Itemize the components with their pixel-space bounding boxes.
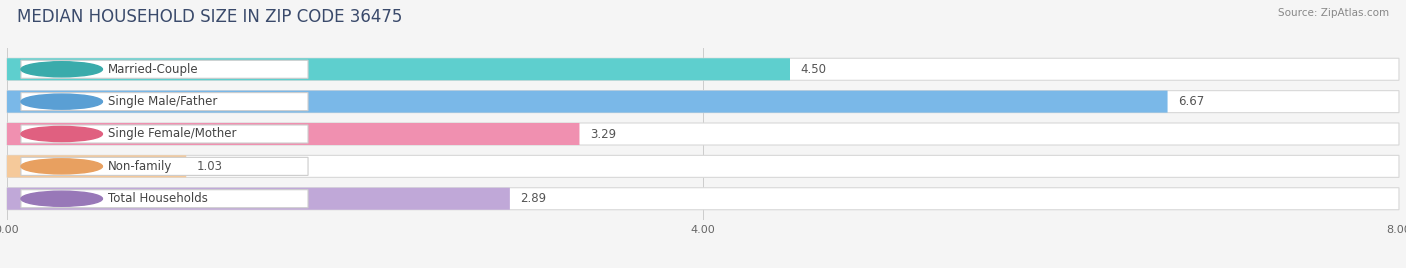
Text: Non-family: Non-family — [108, 160, 173, 173]
Text: 6.67: 6.67 — [1178, 95, 1205, 108]
FancyBboxPatch shape — [7, 188, 510, 210]
Text: 2.89: 2.89 — [520, 192, 547, 205]
Circle shape — [21, 159, 103, 174]
Circle shape — [21, 62, 103, 77]
FancyBboxPatch shape — [21, 93, 308, 111]
Circle shape — [21, 94, 103, 109]
FancyBboxPatch shape — [7, 123, 1399, 145]
FancyBboxPatch shape — [7, 155, 1399, 177]
Circle shape — [21, 126, 103, 142]
Text: 3.29: 3.29 — [591, 128, 616, 140]
Circle shape — [21, 191, 103, 206]
Text: Single Male/Father: Single Male/Father — [108, 95, 218, 108]
FancyBboxPatch shape — [7, 155, 186, 177]
Text: 4.50: 4.50 — [800, 63, 827, 76]
FancyBboxPatch shape — [7, 188, 1399, 210]
FancyBboxPatch shape — [7, 123, 579, 145]
FancyBboxPatch shape — [21, 125, 308, 143]
FancyBboxPatch shape — [7, 58, 1399, 80]
Text: MEDIAN HOUSEHOLD SIZE IN ZIP CODE 36475: MEDIAN HOUSEHOLD SIZE IN ZIP CODE 36475 — [17, 8, 402, 26]
FancyBboxPatch shape — [7, 58, 790, 80]
Text: Married-Couple: Married-Couple — [108, 63, 198, 76]
FancyBboxPatch shape — [21, 157, 308, 175]
Text: Total Households: Total Households — [108, 192, 208, 205]
FancyBboxPatch shape — [7, 91, 1399, 113]
FancyBboxPatch shape — [21, 60, 308, 78]
FancyBboxPatch shape — [21, 190, 308, 208]
Text: Source: ZipAtlas.com: Source: ZipAtlas.com — [1278, 8, 1389, 18]
Text: 1.03: 1.03 — [197, 160, 222, 173]
Text: Single Female/Mother: Single Female/Mother — [108, 128, 236, 140]
FancyBboxPatch shape — [7, 91, 1167, 113]
